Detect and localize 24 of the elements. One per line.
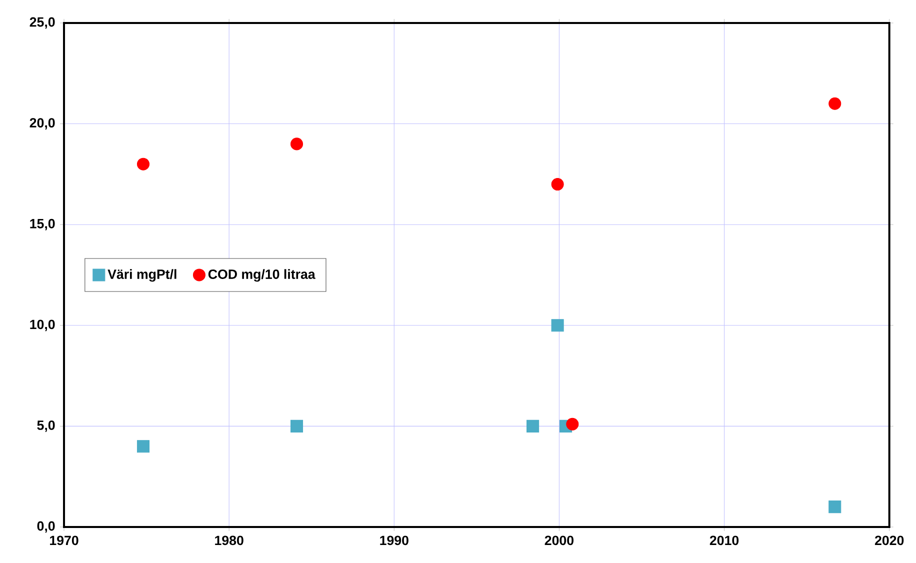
x-tick-label: 1970 — [50, 536, 78, 546]
point — [136, 440, 150, 453]
point — [290, 420, 304, 432]
x-tick-label: 1980 — [215, 536, 244, 546]
y-tick-label: 20,0 — [30, 118, 55, 130]
x-tick-label: 2020 — [874, 536, 904, 546]
point — [551, 319, 564, 332]
x-tick-label: 2010 — [710, 536, 739, 546]
point — [828, 500, 842, 514]
legend-label: COD mg/10 litraa — [208, 269, 316, 282]
legend-label: Väri mgPt/l — [108, 269, 176, 282]
point — [566, 418, 579, 430]
y-tick-label: 10,0 — [30, 320, 55, 332]
point — [526, 420, 540, 432]
point — [136, 158, 150, 170]
y-tick-label: 15,0 — [30, 218, 55, 230]
x-tick-label: 2000 — [544, 536, 574, 546]
y-tick-label: 5,0 — [37, 420, 55, 432]
point — [290, 138, 304, 150]
y-tick-label: 25,0 — [30, 17, 55, 29]
y-tick-label: 0,0 — [37, 521, 55, 533]
point — [551, 178, 564, 191]
point — [828, 97, 842, 110]
x-tick-label: 1990 — [380, 536, 408, 546]
